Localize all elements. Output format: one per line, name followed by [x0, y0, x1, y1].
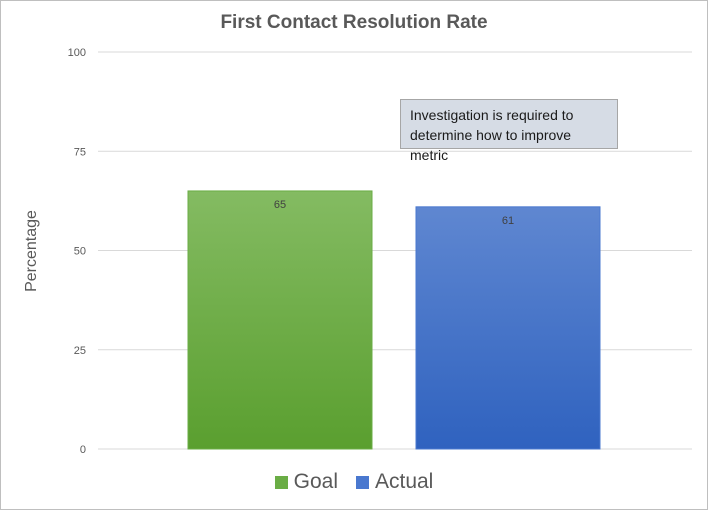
- y-tick-label: 100: [68, 47, 86, 59]
- legend-label-goal: Goal: [293, 470, 338, 493]
- chart-title: First Contact Resolution Rate: [220, 12, 488, 33]
- y-axis-title: Percentage: [23, 210, 40, 292]
- legend-label-actual: Actual: [374, 470, 434, 493]
- bar-actual: [415, 206, 601, 450]
- legend-swatch-actual: [355, 475, 369, 489]
- annotation-callout: Investigation is required to determine h…: [400, 99, 618, 163]
- data-labels: 65 61: [274, 199, 514, 227]
- legend-item-goal: Goal: [274, 470, 338, 494]
- y-tick-label: 50: [74, 246, 86, 258]
- y-tick-label: 75: [74, 146, 86, 158]
- y-tick-label: 0: [80, 444, 86, 456]
- y-tick-label: 25: [74, 345, 86, 357]
- legend-swatch-goal: [274, 475, 288, 489]
- bar-goal: [187, 190, 373, 450]
- bars: [187, 190, 601, 450]
- legend: Goal Actual: [0, 470, 708, 494]
- data-label-goal: 65: [274, 199, 286, 211]
- data-label-actual: 61: [502, 215, 514, 227]
- y-axis-ticks: 0 25 50 75 100: [68, 47, 86, 456]
- legend-item-actual: Actual: [355, 470, 434, 494]
